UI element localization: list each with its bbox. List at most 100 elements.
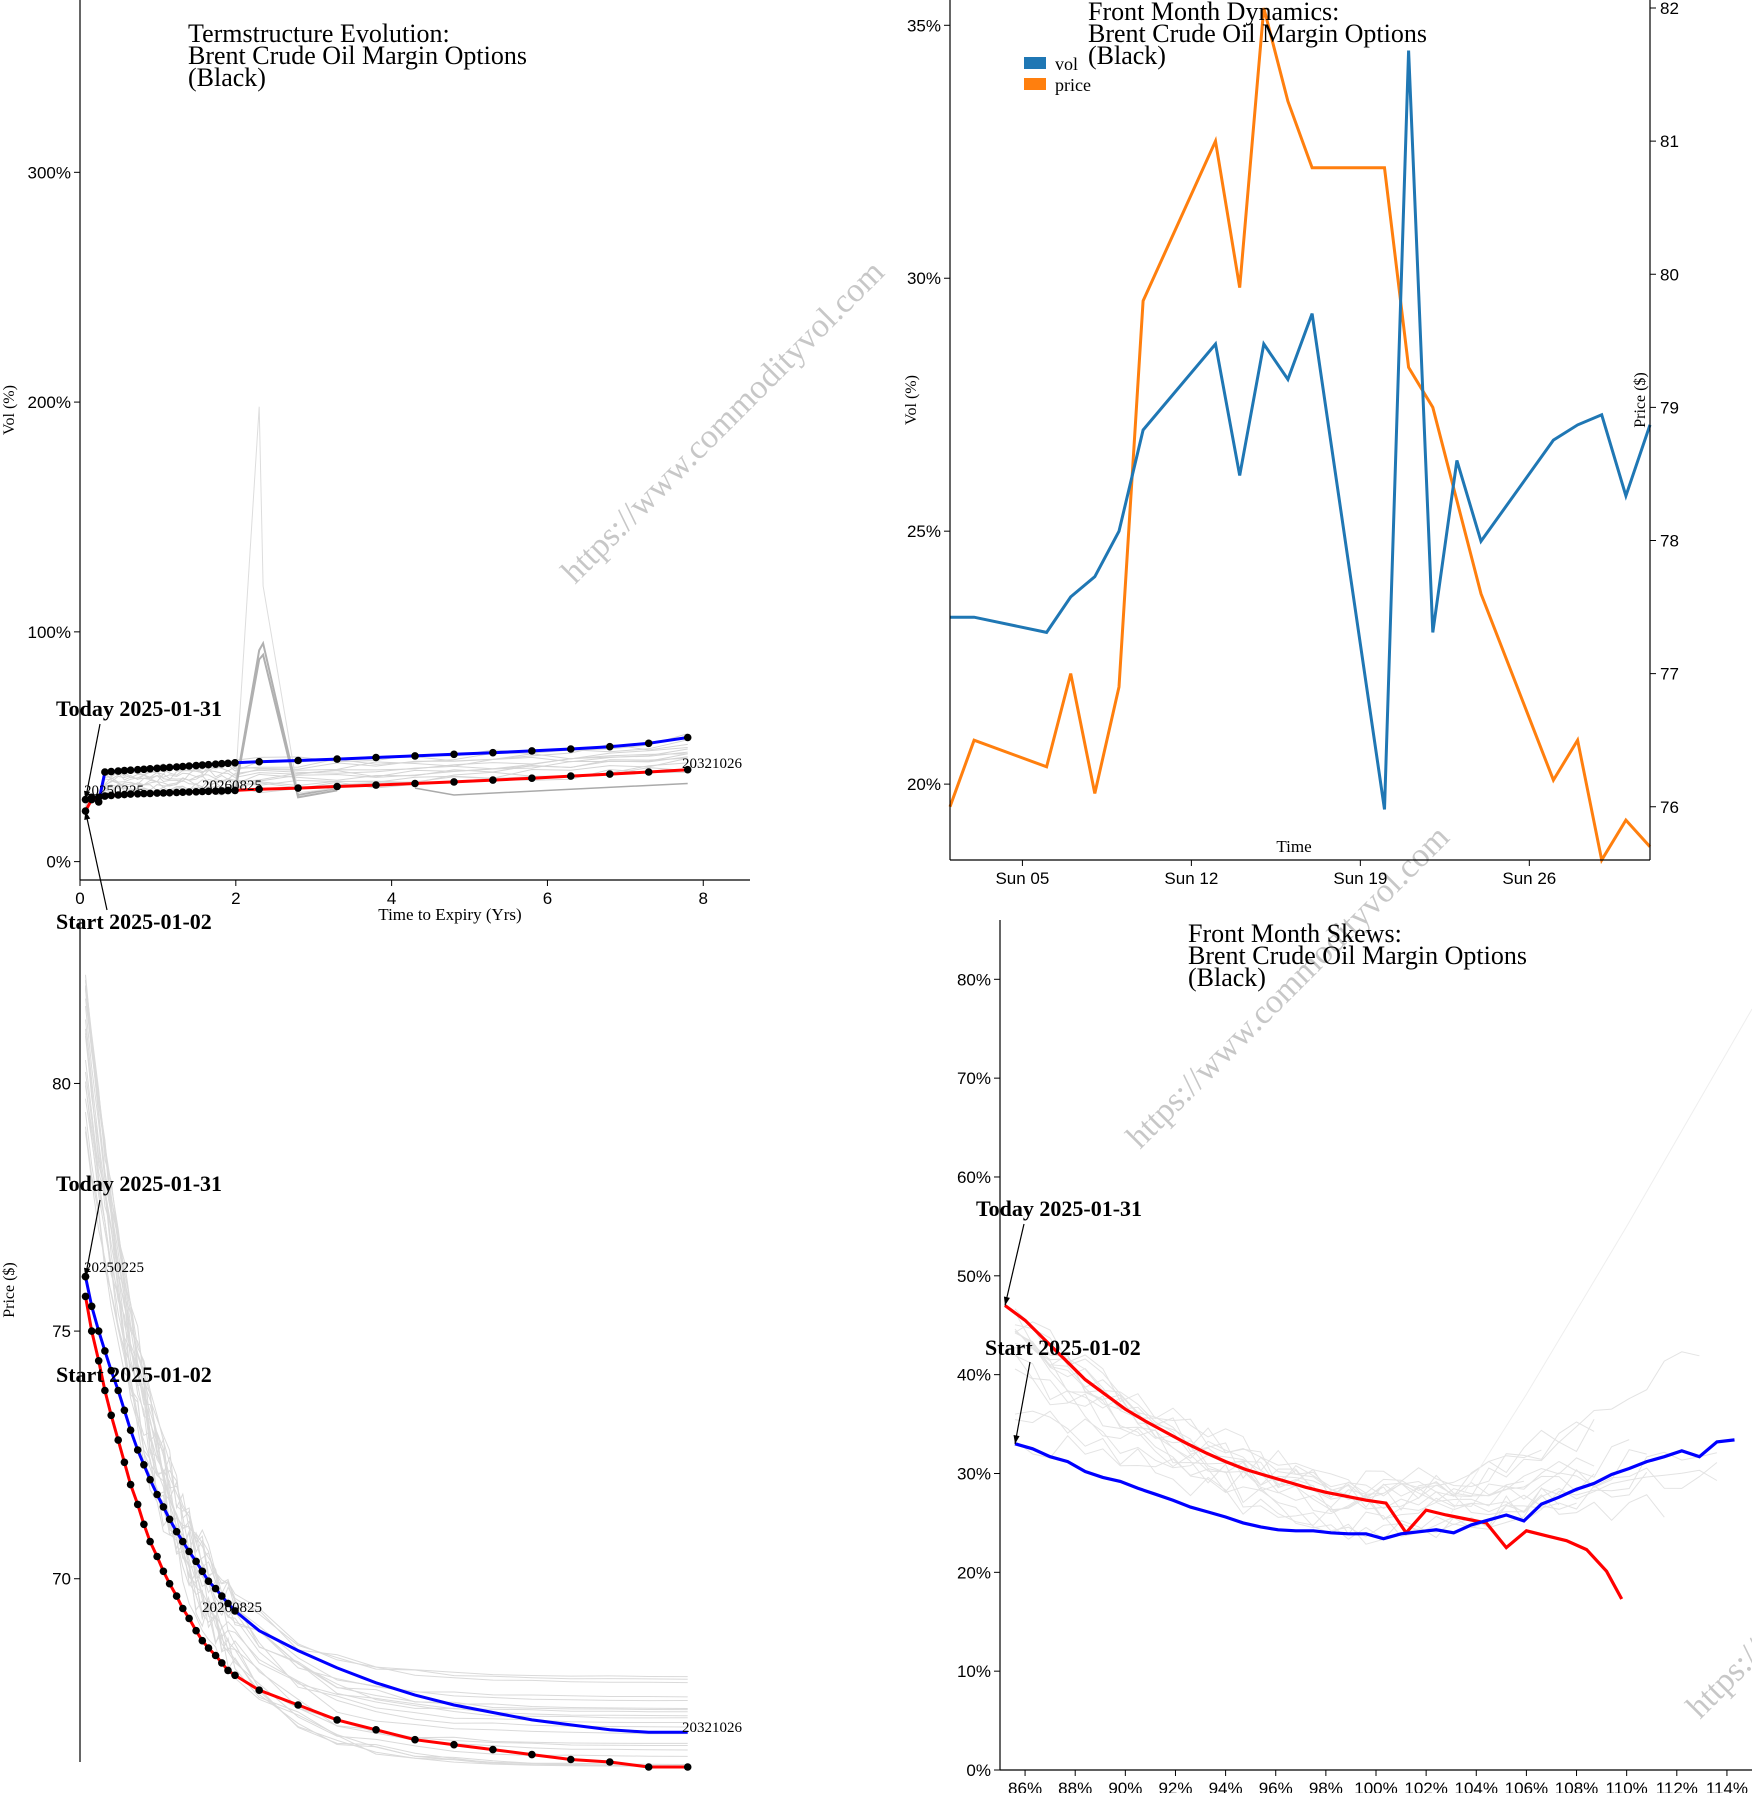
watermark-text: https://www.commodityvol.com — [0, 0, 287, 11]
skews-y-tick-label: 40% — [957, 1366, 991, 1385]
skews-y-tick-label: 0% — [966, 1761, 991, 1780]
dynamics-title-line-3: (Black) — [1088, 41, 1166, 70]
forward-curve-panel: 70 75 80 Price ($) 20250225 20260825 20321026 T… — [1, 920, 743, 1771]
termstructure-start-point — [172, 788, 181, 797]
forward-curve-contract-label: 20260825 — [202, 1600, 262, 1616]
termstructure-today-point — [153, 764, 161, 773]
skews-today-arrowhead — [1003, 1296, 1010, 1306]
termstructure-today-point — [126, 766, 135, 774]
forward-curve-today-point — [204, 1577, 213, 1585]
skews-start-line — [1014, 1438, 1735, 1541]
dynamics-price-line — [948, 7, 1652, 865]
forward-curve-y-axis-label: Price ($) — [1, 1262, 18, 1318]
skews-title-line-3: (Black) — [1188, 963, 1266, 992]
termstructure-start-point — [683, 765, 692, 774]
forward-curve-start-point — [231, 1671, 239, 1680]
skews-x-tick-label: 106% — [1505, 1779, 1548, 1793]
skews-y-tick-label: 80% — [957, 970, 991, 989]
skews-x-tick-label: 100% — [1354, 1779, 1397, 1793]
termstructure-spike-line — [234, 640, 338, 797]
termstructure-today-point — [165, 763, 174, 772]
dynamics-left-y-tick-label: 25% — [907, 522, 941, 541]
dynamics-title-line-1: Front Month Dynamics: — [1088, 0, 1339, 26]
forward-curve-today-point — [87, 1302, 96, 1311]
forward-curve-today-point — [94, 1327, 103, 1335]
termstructure-start-point — [114, 791, 122, 799]
forward-curve-start-point — [146, 1537, 154, 1546]
termstructure-x-tick-label: 8 — [699, 889, 708, 908]
forward-curve-start-line — [84, 1296, 688, 1769]
termstructure-x-tick-label: 2 — [231, 889, 240, 908]
skews-x-tick-label: 96% — [1259, 1779, 1293, 1793]
forward-curve-today-point — [114, 1386, 122, 1395]
dynamics-legend-vol-swatch — [1024, 57, 1046, 69]
termstructure-start-pointer — [84, 810, 108, 911]
forward-curve-start-point — [165, 1579, 174, 1588]
skews-x-tick-label: 104% — [1455, 1779, 1498, 1793]
forward-curve-start-point — [489, 1745, 497, 1754]
forward-curve-today-point — [211, 1584, 220, 1593]
termstructure-start-point — [224, 786, 232, 795]
forward-curve-today-point — [101, 1347, 109, 1355]
termstructure-y-axis-label: Vol (%) — [1, 385, 18, 435]
forward-curve-start-point — [255, 1686, 263, 1694]
forward-curve-start-point — [81, 1292, 90, 1301]
skews-title-line-1: Front Month Skews: — [1188, 919, 1402, 948]
watermarks: https://www.commodityvol.com https://www.… — [0, 0, 1752, 1726]
termstructure-start-point — [644, 768, 653, 776]
forward-curve-history-line — [85, 1033, 688, 1757]
termstructure-today-point — [255, 757, 263, 766]
termstructure-start-point — [333, 782, 341, 791]
forward-curve-start-point — [218, 1659, 226, 1667]
forward-curve-history-line — [85, 985, 688, 1767]
termstructure-history-line — [85, 757, 688, 808]
forward-curve-today-point — [126, 1426, 135, 1434]
termstructure-start-point — [153, 789, 161, 797]
forward-curve-start-point — [101, 1386, 109, 1395]
termstructure-today-point — [146, 765, 154, 773]
termstructure-today-point — [218, 759, 226, 768]
skews-y-tick-label: 30% — [957, 1464, 991, 1483]
forward-curve-today-point — [120, 1406, 129, 1415]
dynamics-right-y-tick-label: 78 — [1660, 532, 1679, 551]
forward-curve-y-tick-label: 80 — [52, 1074, 71, 1093]
forward-curve-today-point — [192, 1557, 200, 1566]
termstructure-today-point — [372, 753, 380, 762]
termstructure-start-point — [204, 787, 213, 796]
skews-history-line — [1014, 1332, 1665, 1522]
dynamics-x-tick-label: Sun 26 — [1502, 869, 1556, 888]
termstructure-start-point — [94, 793, 103, 802]
forward-curve-today-point — [107, 1366, 115, 1375]
dynamics-legend-price-swatch — [1024, 78, 1046, 90]
skews-today-pointer — [1004, 1223, 1025, 1306]
termstructure-today-point — [101, 768, 109, 776]
termstructure-start-point — [192, 788, 200, 796]
termstructure-today-point — [528, 747, 536, 755]
forward-curve-start-point — [606, 1758, 614, 1766]
forward-curve-contract-label: 20321026 — [682, 1720, 743, 1736]
termstructure-panel: 0% 100% 200% 300% 0 2 4 6 8 Time to Expiry (Yrs) V… — [1, 0, 750, 934]
termstructure-today-point — [683, 733, 692, 742]
forward-curve-today-point — [133, 1446, 142, 1454]
dynamics-vol-line — [950, 50, 1652, 810]
skews-x-tick-label: 90% — [1108, 1779, 1142, 1793]
dynamics-right-y-tick-label: 79 — [1660, 398, 1679, 417]
termstructure-today-point — [450, 750, 458, 759]
termstructure-y-tick-label: 300% — [28, 163, 71, 182]
skews-x-tick-label: 114% — [1706, 1779, 1748, 1793]
termstructure-start-point — [411, 779, 419, 788]
dynamics-right-y-tick-label: 76 — [1660, 798, 1679, 817]
skews-y-tick-label: 70% — [957, 1069, 991, 1088]
forward-curve-start-point — [114, 1436, 122, 1444]
termstructure-start-point — [372, 781, 380, 789]
skews-x-tick-label: 94% — [1209, 1779, 1243, 1793]
termstructure-today-point — [120, 766, 129, 775]
termstructure-history-line — [85, 753, 688, 804]
termstructure-today-point — [411, 752, 419, 760]
termstructure-start-point — [489, 776, 497, 784]
termstructure-start-point — [140, 789, 148, 798]
termstructure-today-point — [114, 767, 122, 775]
skews-x-tick-label: 112% — [1656, 1779, 1698, 1793]
forward-curve-start-point — [204, 1644, 213, 1652]
termstructure-today-point — [294, 756, 302, 765]
